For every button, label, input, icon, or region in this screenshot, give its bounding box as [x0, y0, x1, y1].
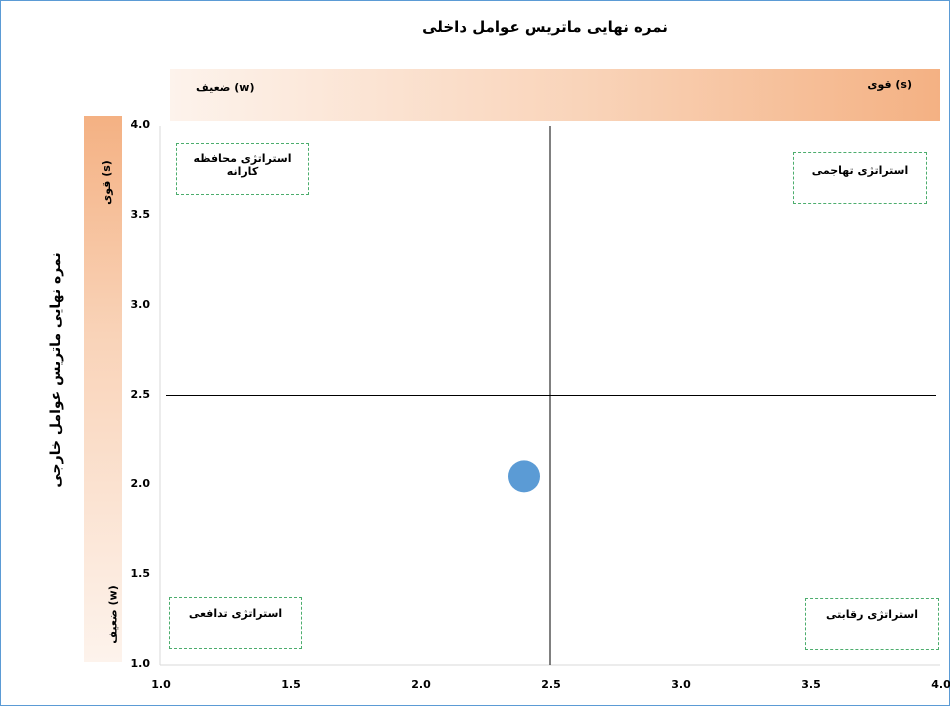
y-tick-label: 4.0: [130, 118, 151, 131]
x-band-weak-label: ضعیف (w): [196, 81, 255, 94]
x-tick-label: 1.0: [151, 678, 171, 691]
y-tick-label: 3.0: [130, 297, 151, 311]
points-layer: [508, 460, 540, 493]
x-band-strong-label: قوی (s): [867, 78, 912, 91]
y-strength-band: قوی (s) ضعیف (w): [84, 116, 122, 662]
y-tick-label: 2.0: [130, 477, 151, 491]
x-tick-label: 3.5: [801, 678, 821, 691]
x-tick-label: 2.5: [541, 678, 561, 691]
x-tick-label: 1.5: [281, 678, 301, 691]
y-tick-label: 2.5: [130, 387, 151, 401]
y-tick-label: 1.5: [130, 567, 151, 581]
x-tick-label: 4.0: [931, 678, 950, 691]
quadrant-bottom-left-label: استراتژی تدافعی: [169, 597, 302, 649]
y-tick-label: 3.5: [130, 207, 151, 221]
y-tick-label: 1.0: [130, 657, 151, 670]
x-tick-label: 2.0: [411, 678, 431, 691]
quadrant-top-left-label: استراتژی محافظه کارانه: [176, 143, 309, 195]
x-tick-label: 3.0: [671, 678, 691, 691]
quadrant-top-right-label: استراتژی تهاجمی: [793, 152, 927, 204]
chart-title: نمره نهایی ماتریس عوامل داخلی: [422, 18, 668, 36]
x-strength-band: قوی (s) ضعیف (w): [170, 69, 940, 121]
quadrant-bottom-right-label: استراتژی رقابتی: [805, 598, 939, 650]
data-point-0: [508, 460, 540, 493]
